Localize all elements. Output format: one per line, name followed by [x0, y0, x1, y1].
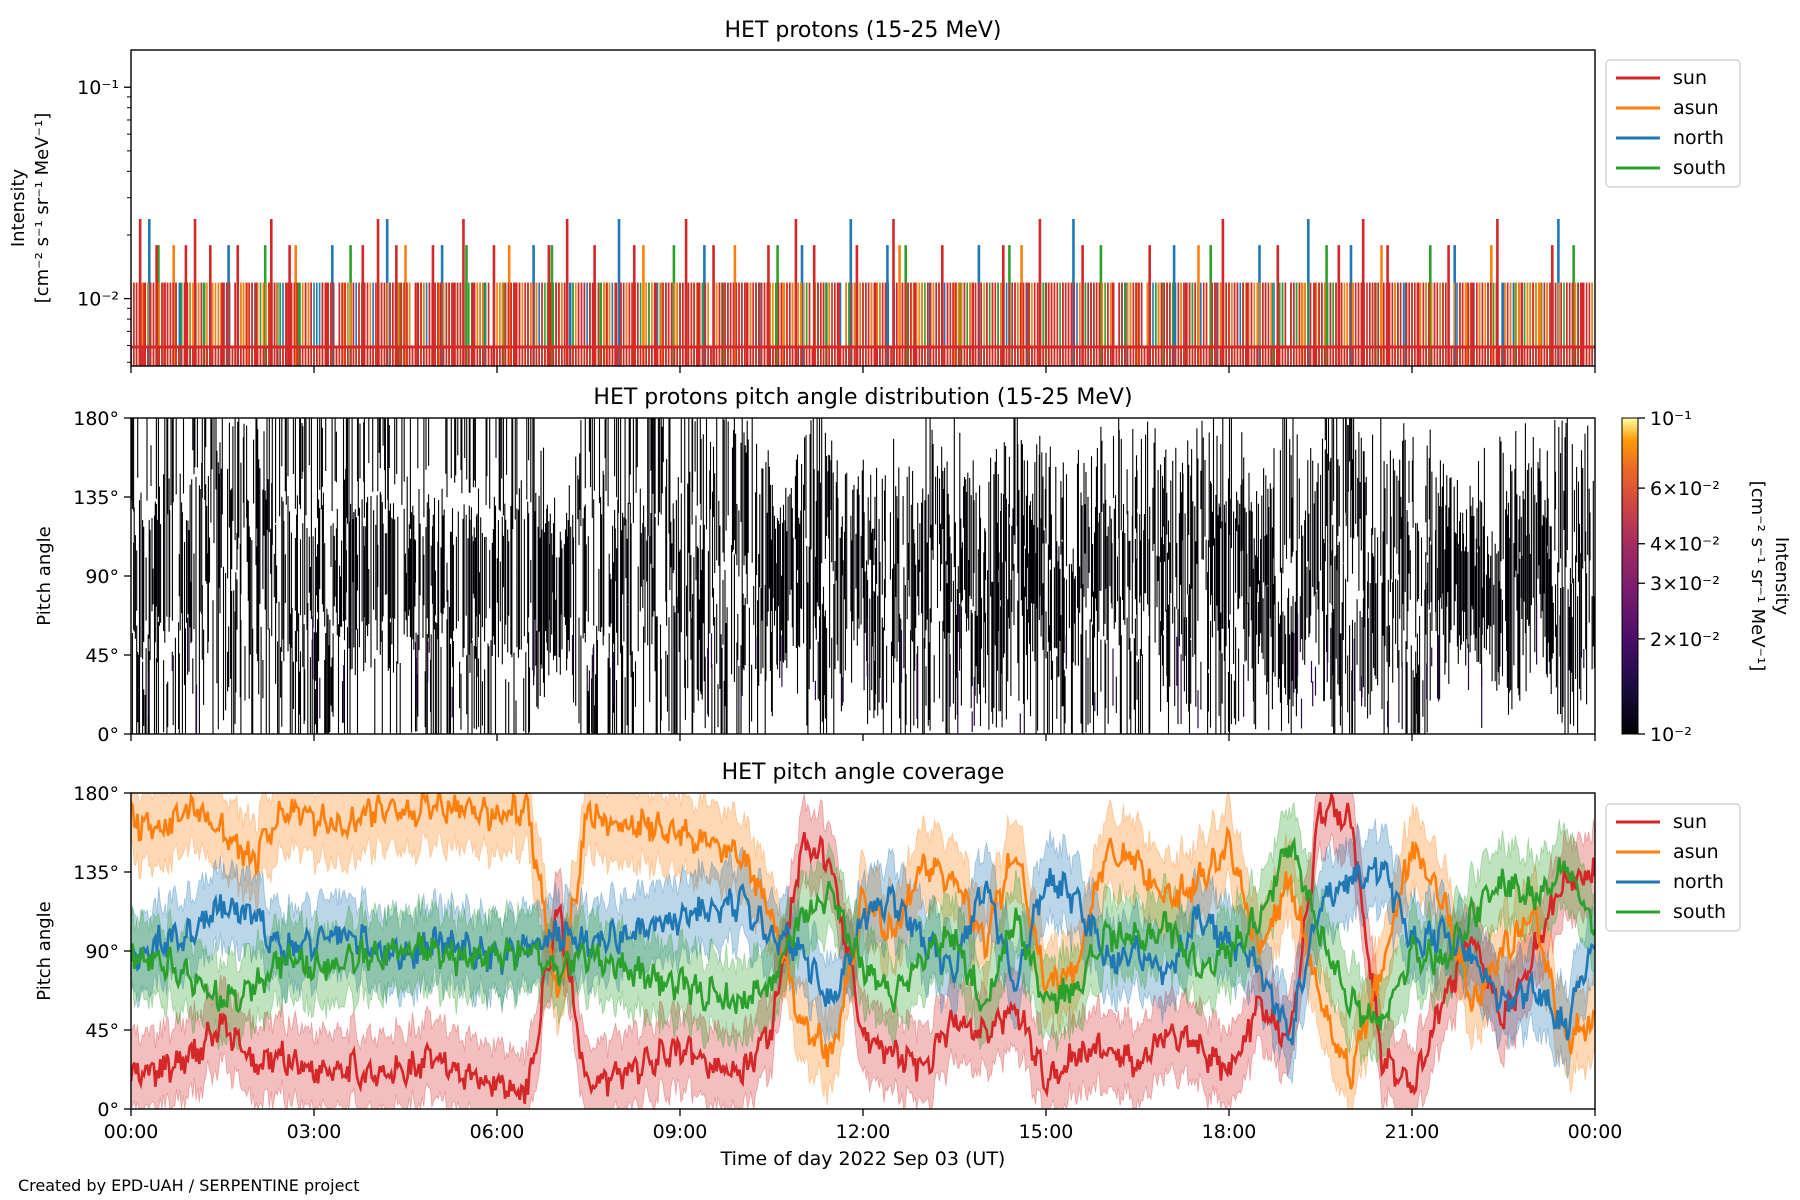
- xtick-label: 21:00: [1385, 1121, 1440, 1143]
- ytick-label: 180°: [73, 783, 119, 805]
- ytick-label: 45°: [85, 645, 119, 667]
- panel2-title: HET protons pitch angle distribution (15…: [593, 385, 1132, 410]
- panel-pitch-angle-distribution: HET protons pitch angle distribution (15…: [34, 385, 1792, 746]
- colorbar-tick-label: 4×10⁻²: [1650, 534, 1720, 556]
- legend3-sun-label: sun: [1673, 811, 1707, 833]
- panel1-ylabel-line1: Intensity: [8, 168, 29, 247]
- colorbar-tick-label: 3×10⁻²: [1650, 573, 1720, 595]
- ytick-label: 10⁻²: [77, 289, 119, 311]
- panel1-series: [131, 219, 1595, 366]
- panel2-ticks: 0° 45° 90° 135° 180°: [73, 408, 1596, 746]
- panel2-ylabel: Pitch angle: [34, 526, 55, 625]
- legend1-north-label: north: [1673, 127, 1724, 149]
- panel-pitch-angle-coverage: HET pitch angle coverage 0° 45° 90° 135° 180…: [34, 760, 1741, 1170]
- ytick-label: 90°: [85, 941, 119, 963]
- colorbar-label-line1: Intensity: [1771, 537, 1792, 616]
- xtick-label: 06:00: [470, 1121, 525, 1143]
- colorbar: 10⁻¹ 6×10⁻² 4×10⁻² 3×10⁻² 2×10⁻² 10⁻² Intensi…: [1621, 408, 1792, 746]
- ytick-label: 90°: [85, 566, 119, 588]
- colorbar-tick-label: 2×10⁻²: [1650, 629, 1720, 651]
- colorbar-ticks: 10⁻¹ 6×10⁻² 4×10⁻² 3×10⁻² 2×10⁻² 10⁻²: [1638, 408, 1720, 746]
- legend3-asun-label: asun: [1673, 841, 1719, 863]
- ytick-label: 180°: [73, 408, 119, 430]
- panel3-legend: sun asun north south: [1605, 803, 1741, 932]
- line-sun: [131, 793, 1595, 1104]
- colorbar-tick-label: 10⁻²: [1650, 724, 1692, 746]
- legend3-south-label: south: [1673, 901, 1726, 923]
- series-sun: [131, 219, 1595, 366]
- colorbar-tick-label: 6×10⁻²: [1650, 478, 1720, 500]
- panel1-ylabel-line2: [cm⁻² s⁻¹ sr⁻¹ MeV⁻¹]: [32, 113, 53, 304]
- legend1-asun-label: asun: [1673, 97, 1719, 119]
- ytick-label: 135°: [73, 862, 119, 884]
- line-south: [131, 836, 1595, 1031]
- xtick-label: 09:00: [653, 1121, 708, 1143]
- colorbar-label-line2: [cm⁻² s⁻¹ sr⁻¹ MeV⁻¹]: [1747, 481, 1768, 672]
- ytick-label: 135°: [73, 487, 119, 509]
- ytick-label: 0°: [97, 1099, 119, 1121]
- band-south: [131, 801, 1595, 1069]
- panel1-title: HET protons (15-25 MeV): [725, 18, 1002, 43]
- line-asun: [131, 793, 1595, 1090]
- panel1-legend: sun asun north south: [1605, 59, 1741, 188]
- ytick-label: 45°: [85, 1020, 119, 1042]
- xtick-label: 12:00: [836, 1121, 891, 1143]
- xtick-label: 03:00: [287, 1121, 342, 1143]
- legend1-sun-label: sun: [1673, 67, 1707, 89]
- panel3-ylabel: Pitch angle: [34, 901, 55, 1000]
- legend1-south-label: south: [1673, 157, 1726, 179]
- xtick-label: 18:00: [1202, 1121, 1257, 1143]
- panel1-ticks: 10⁻¹ 10⁻²: [77, 77, 1596, 373]
- credit-text: Created by EPD-UAH / SERPENTINE project: [18, 1176, 360, 1195]
- xtick-label: 00:00: [104, 1121, 159, 1143]
- ytick-label: 0°: [97, 724, 119, 746]
- x-axis-label: Time of day 2022 Sep 03 (UT): [720, 1148, 1006, 1170]
- panel3-series: [131, 793, 1595, 1109]
- panel3-ticks: 0° 45° 90° 135° 180° 00:00 03:00 06:00 09:00 12:0…: [73, 783, 1622, 1143]
- heatmap-cells-mid: [148, 603, 1585, 734]
- ytick-label: 10⁻¹: [77, 77, 119, 99]
- panel-intensity: HET protons (15-25 MeV) 10⁻¹ 10⁻² Intensi…: [8, 18, 1741, 373]
- colorbar-tick-label: 10⁻¹: [1650, 408, 1692, 430]
- colorbar-gradient: [1621, 417, 1639, 735]
- xtick-label: 00:00: [1568, 1121, 1623, 1143]
- xtick-label: 15:00: [1019, 1121, 1074, 1143]
- band-north: [131, 818, 1595, 1084]
- legend3-north-label: north: [1673, 871, 1724, 893]
- panel3-title: HET pitch angle coverage: [722, 760, 1005, 785]
- line-north: [131, 857, 1595, 1046]
